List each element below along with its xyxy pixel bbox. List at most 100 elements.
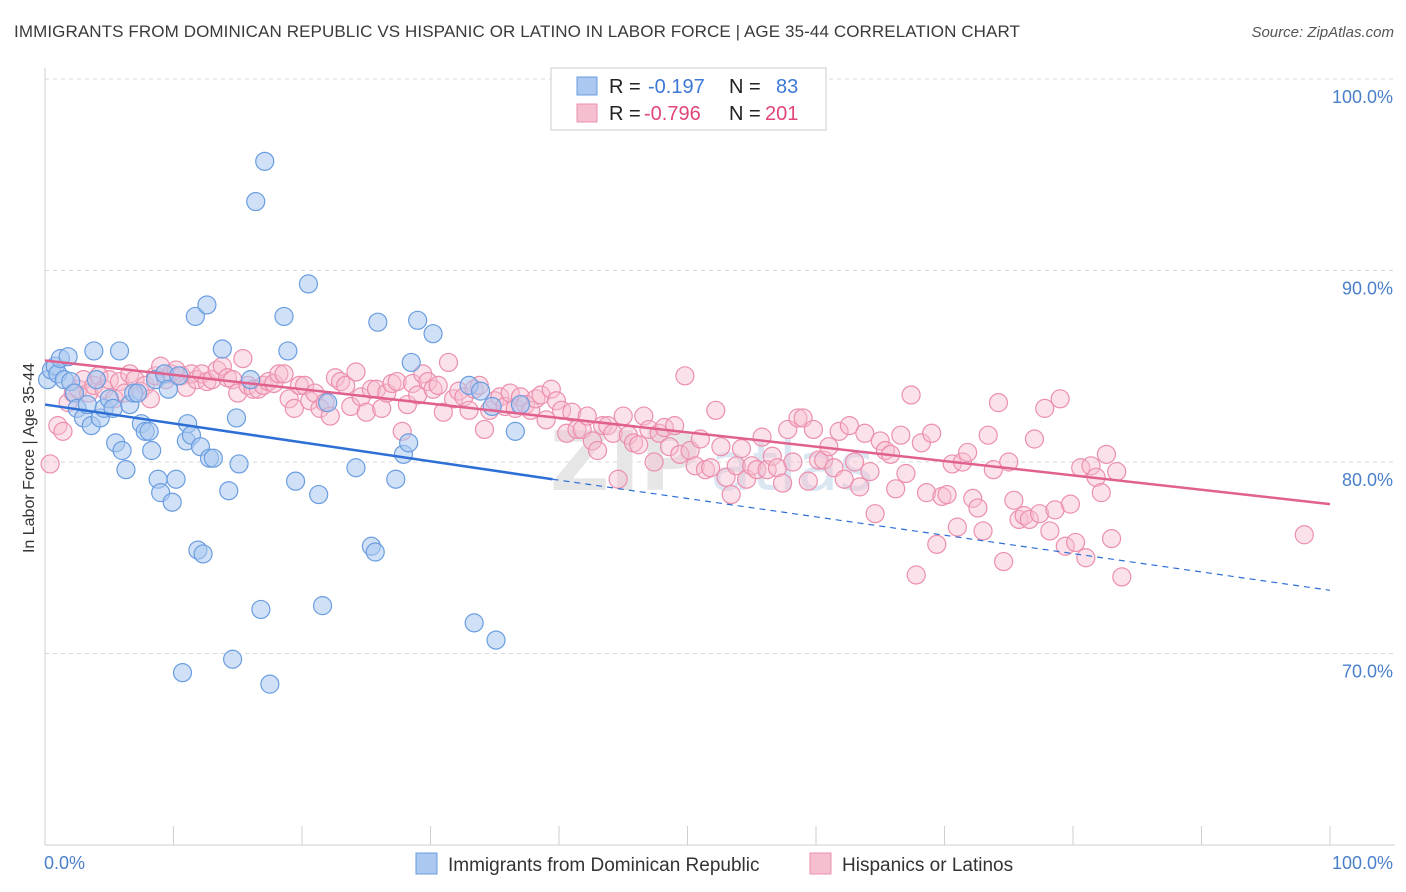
point-dominican-74 (408, 310, 428, 330)
point-hispanics-149 (808, 450, 829, 470)
point-dominican-59 (274, 306, 294, 327)
point-hispanics-187 (1004, 490, 1024, 510)
point-hispanics-206 (1101, 528, 1122, 549)
legend: R = -0.197 N = 83 R = -0.796 N = 201 (550, 67, 827, 131)
point-dominican-45 (193, 544, 213, 564)
point-dominican-22 (116, 460, 136, 480)
point-hispanics-46 (279, 389, 299, 409)
bottom-legend-swatch-blue (415, 852, 438, 875)
point-dominican-58 (260, 674, 280, 694)
point-hispanics-136 (742, 456, 762, 476)
y-tick-label-1: 80.0% (1342, 470, 1393, 490)
point-hispanics-161 (870, 431, 890, 451)
point-hispanics-155 (839, 416, 860, 436)
point-dominican-80 (505, 421, 525, 441)
point-hispanics-208 (1112, 567, 1132, 587)
point-dominican-63 (309, 484, 329, 505)
point-hispanics-111 (613, 406, 633, 426)
point-dominican-52 (226, 408, 247, 428)
point-hispanics-180 (968, 498, 988, 518)
point-dominican-53 (229, 454, 249, 474)
point-hispanics-132 (721, 484, 741, 505)
point-hispanics-75 (428, 375, 448, 395)
point-hispanics-205 (1096, 444, 1117, 464)
point-dominican-50 (219, 481, 239, 501)
point-hispanics-81 (459, 400, 479, 420)
point-hispanics-77 (438, 352, 459, 373)
bottom-legend-label-pink: Hispanics or Latinos (842, 855, 1013, 876)
legend-swatch-blue (576, 76, 598, 96)
y-tick-label-0: 70.0% (1342, 662, 1393, 682)
point-dominican-54 (241, 370, 261, 390)
point-hispanics-188 (1009, 509, 1029, 530)
point-hispanics-137 (747, 460, 767, 480)
point-dominican-82 (482, 396, 502, 417)
point-hispanics-44 (269, 364, 289, 384)
point-hispanics-129 (706, 400, 726, 420)
point-hispanics-191 (1024, 429, 1045, 449)
point-hispanics-105 (582, 431, 603, 451)
tick-labels: 70.0% 80.0% 90.0% 100.0% 0.0% 100.0% (44, 87, 1393, 873)
point-hispanics-154 (834, 469, 854, 489)
point-hispanics-164 (886, 479, 906, 499)
point-hispanics-84 (474, 419, 495, 440)
point-hispanics-179 (963, 488, 983, 508)
point-dominican-62 (298, 274, 319, 294)
point-hispanics-168 (906, 565, 926, 585)
trend-line-dominican (44, 403, 553, 481)
point-hispanics-166 (896, 463, 916, 484)
point-hispanics-159 (860, 461, 880, 482)
point-hispanics-160 (865, 504, 885, 524)
point-dominican-65 (318, 393, 338, 413)
trend-lines (44, 359, 1331, 591)
point-hispanics-98 (546, 391, 567, 411)
point-hispanics-207 (1107, 461, 1127, 482)
y-tick-label-3: 100.0% (1332, 87, 1393, 107)
point-dominican-48 (203, 448, 223, 468)
y-tick-label-2: 90.0% (1342, 279, 1393, 299)
point-hispanics-172 (927, 534, 947, 554)
x-tick-label-1: 100.0% (1332, 853, 1393, 873)
point-hispanics-134 (731, 438, 752, 459)
point-hispanics-176 (947, 517, 967, 537)
point-hispanics-100 (557, 423, 577, 443)
point-dominican-69 (368, 312, 388, 332)
point-hispanics-197 (1055, 536, 1075, 556)
point-dominican-75 (423, 324, 443, 344)
point-hispanics-184 (988, 393, 1009, 413)
legend-swatch-pink (576, 103, 598, 123)
point-hispanics-169 (911, 433, 931, 453)
point-dominican-73 (401, 352, 421, 373)
point-dominican-55 (246, 191, 266, 212)
point-dominican-57 (255, 151, 275, 171)
point-dominican-42 (185, 306, 205, 327)
point-hispanics-145 (788, 408, 808, 428)
point-hispanics-97 (541, 379, 561, 399)
legend-r-value-blue: -0.197 (648, 76, 705, 98)
point-hispanics-148 (803, 419, 824, 440)
x-tick-label-0: 0.0% (44, 853, 85, 873)
point-hispanics-106 (587, 440, 608, 461)
point-hispanics-185 (994, 551, 1014, 572)
point-dominican-66 (346, 458, 366, 478)
point-dominican-34 (158, 379, 178, 399)
point-hispanics-122 (670, 444, 690, 464)
point-hispanics-193 (1035, 398, 1055, 418)
point-hispanics-13 (109, 371, 130, 392)
legend-r-value-pink: -0.796 (644, 103, 701, 125)
chart-title: IMMIGRANTS FROM DOMINICAN REPUBLIC VS HI… (14, 22, 1021, 41)
point-hispanics-36 (228, 383, 248, 403)
point-hispanics-147 (798, 471, 818, 491)
y-axis-label: In Labor Force | Age 35-44 (21, 363, 38, 553)
bottom-legend-label-blue: Immigrants from Dominican Republic (448, 855, 760, 876)
point-dominican-36 (166, 469, 186, 489)
point-hispanics-199 (1065, 532, 1086, 553)
point-hispanics-157 (850, 477, 870, 497)
point-dominican-51 (223, 649, 243, 669)
point-dominican-49 (212, 339, 232, 359)
point-hispanics-67 (387, 371, 407, 392)
point-hispanics-114 (629, 435, 649, 455)
point-hispanics-174 (937, 484, 957, 505)
point-hispanics-55 (325, 368, 346, 388)
legend-n-label-blue: N = (729, 76, 761, 98)
